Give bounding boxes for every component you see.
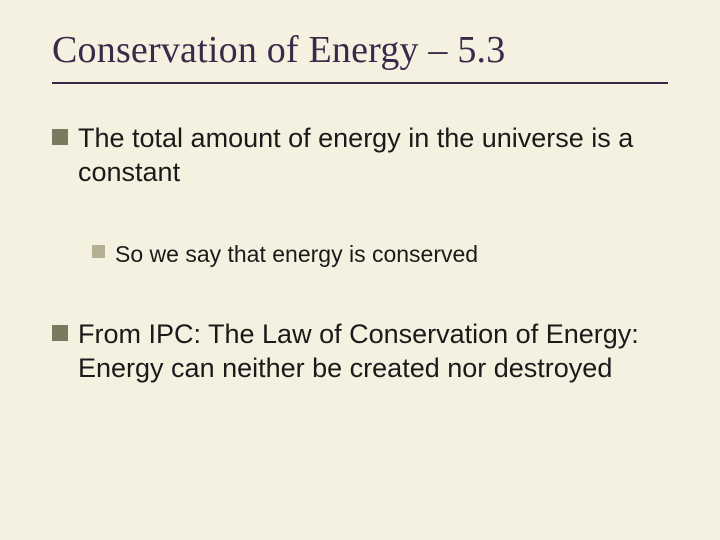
bullet-item: From IPC: The Law of Conservation of Ene…	[52, 318, 668, 386]
spacer	[52, 296, 668, 318]
bullet-text: So we say that energy is conserved	[115, 240, 478, 269]
slide-title: Conservation of Energy – 5.3	[52, 28, 668, 84]
bullet-item: So we say that energy is conserved	[52, 240, 668, 269]
square-bullet-icon	[52, 129, 68, 145]
square-bullet-icon	[92, 245, 105, 258]
square-bullet-icon	[52, 325, 68, 341]
spacer	[52, 218, 668, 240]
bullet-text: From IPC: The Law of Conservation of Ene…	[78, 318, 668, 386]
bullet-item: The total amount of energy in the univer…	[52, 122, 668, 190]
bullet-text: The total amount of energy in the univer…	[78, 122, 668, 190]
slide: Conservation of Energy – 5.3 The total a…	[0, 0, 720, 540]
